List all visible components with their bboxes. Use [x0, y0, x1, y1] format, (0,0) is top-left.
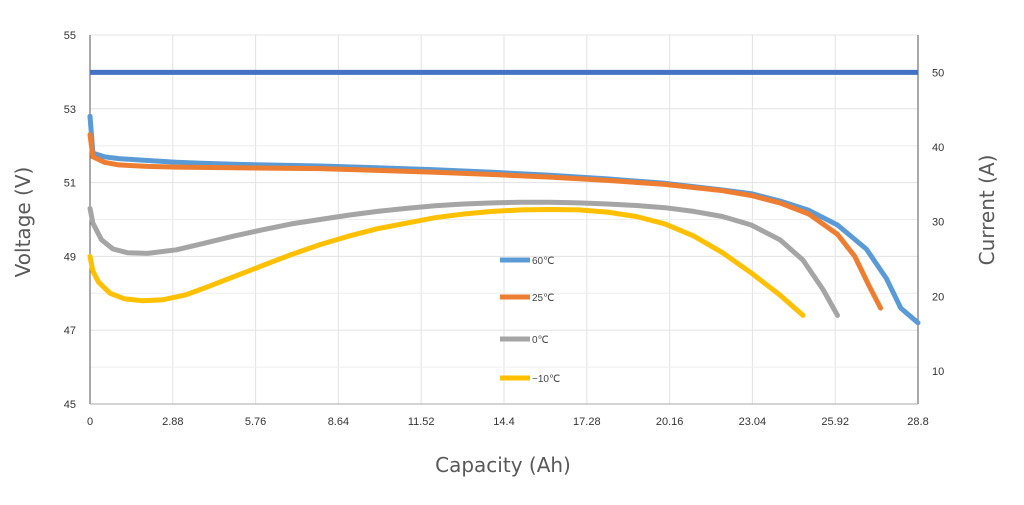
- y-tick-label: 45: [64, 399, 76, 411]
- x-tick-label: 5.76: [245, 416, 266, 428]
- x-tick-label: 2.88: [162, 416, 183, 428]
- series-line-3: [87, 207, 806, 318]
- series-line-2: [87, 199, 840, 318]
- y2-axis-title: Current (A): [975, 155, 999, 266]
- y-tick-label: 55: [64, 30, 76, 42]
- y-tick-label: 47: [64, 325, 76, 337]
- x-tick-label: 28.8: [907, 416, 928, 428]
- x-axis-title: Capacity (Ah): [435, 453, 571, 477]
- x-tick-label: 14.4: [493, 416, 514, 428]
- series-lines: [87, 69, 921, 326]
- y2-tick-label: 10: [932, 366, 944, 378]
- legend-label: 0℃: [532, 335, 549, 346]
- y-tick-label: 53: [64, 104, 76, 116]
- x-tick-label: 23.04: [739, 416, 767, 428]
- y2-tick-label: 40: [932, 142, 944, 154]
- y2-tick-label: 20: [932, 291, 944, 303]
- y-tick-labels: 45 47 49 51 53 55: [64, 30, 76, 411]
- legend-label: 60℃: [532, 256, 554, 267]
- gridlines: [89, 34, 919, 405]
- x-tick-label: 11.52: [408, 416, 435, 428]
- y2-tick-labels: 10 20 30 40 50: [932, 67, 944, 378]
- y-tick-label: 51: [64, 178, 76, 190]
- y-tick-label: 49: [64, 251, 76, 263]
- y-axis-title: Voltage (V): [11, 167, 35, 278]
- x-tick-labels: 0 2.88 5.76 8.64 11.52 14.4 17.28 20.16 23.04 25.…: [87, 416, 929, 428]
- x-tick-label: 17.28: [573, 416, 601, 428]
- legend-label: 25℃: [532, 293, 554, 304]
- series-line-1: [87, 132, 884, 311]
- y2-tick-label: 30: [932, 217, 944, 229]
- x-tick-label: 25.92: [821, 416, 849, 428]
- x-tick-label: 20.16: [656, 416, 684, 428]
- x-tick-label: 0: [87, 416, 93, 428]
- legend-label: −10℃: [532, 374, 560, 385]
- legend: 60℃ 25℃ 0℃ −10℃: [500, 256, 560, 385]
- x-tick-label: 8.64: [328, 416, 349, 428]
- y2-tick-label: 50: [932, 67, 944, 79]
